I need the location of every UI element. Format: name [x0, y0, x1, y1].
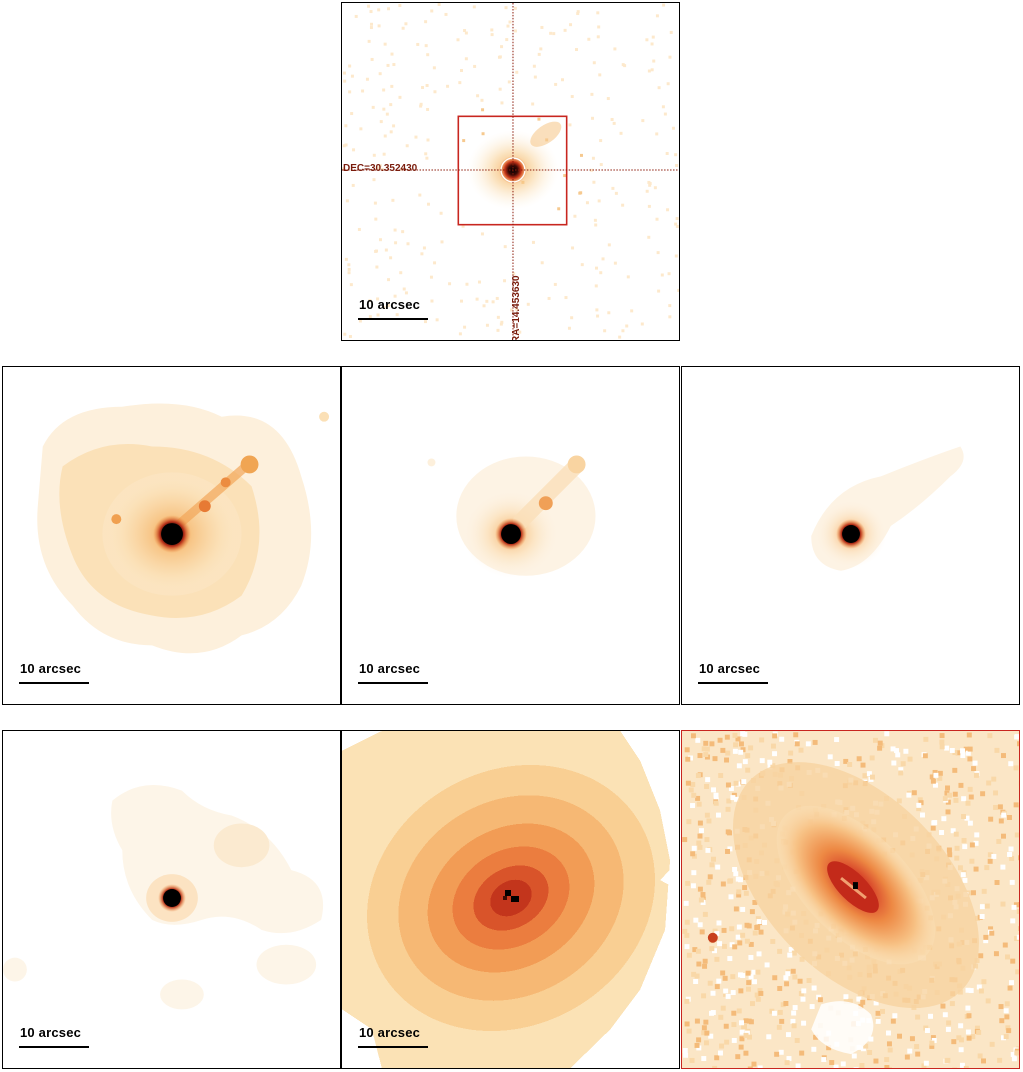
scale-bar: 10 arcsec — [358, 297, 428, 323]
scale-bar: 10 arcsec — [358, 661, 428, 687]
scale-label: 10 arcsec — [20, 1025, 82, 1040]
scale-bar: 10 arcsec — [358, 1025, 428, 1051]
smoothed-panel-narrow: 10 arcsec — [681, 366, 1020, 705]
scale-line — [19, 1046, 89, 1048]
scale-bar: 10 arcsec — [19, 1025, 89, 1051]
optical-image-highres — [682, 731, 1019, 1068]
scale-bar: 10 arcsec — [19, 661, 89, 687]
smoothed-panel-hard: 10 arcsec — [2, 730, 341, 1069]
scale-line — [358, 318, 428, 320]
xray-panel-overview: DEC=30.352430 RA=14.453630 10 arcsec — [341, 2, 680, 341]
smoothed-image-narrow — [811, 446, 964, 571]
xray-image-overview — [342, 3, 679, 340]
scale-line — [358, 1046, 428, 1048]
scale-line — [358, 682, 428, 684]
scale-label: 10 arcsec — [699, 661, 761, 676]
smoothed-image-hard — [3, 785, 324, 1010]
ra-label: RA=14.453630 — [511, 275, 522, 341]
smoothed-panel-wide: 10 arcsec — [2, 366, 341, 705]
optical-panel-lowres: 10 arcsec — [341, 730, 680, 1069]
scale-bar: 10 arcsec — [698, 661, 768, 687]
background-noise — [342, 3, 679, 339]
optical-panel-highres — [681, 730, 1020, 1069]
scale-label: 10 arcsec — [20, 661, 82, 676]
scale-label: 10 arcsec — [359, 661, 421, 676]
scale-label: 10 arcsec — [359, 1025, 421, 1040]
smoothed-panel-medium: 10 arcsec — [341, 366, 680, 705]
dec-label: DEC=30.352430 — [343, 163, 418, 174]
optical-image-lowres — [342, 731, 679, 1068]
scale-line — [698, 682, 768, 684]
scale-line — [19, 682, 89, 684]
smoothed-image-medium — [427, 455, 596, 578]
smoothed-image-wide — [37, 403, 330, 654]
scale-label: 10 arcsec — [359, 297, 421, 312]
